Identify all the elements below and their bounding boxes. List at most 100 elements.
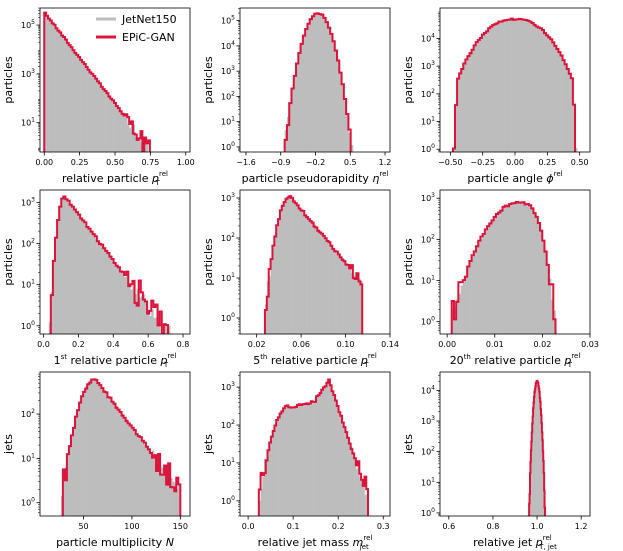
p4-xtick-label: 0.0 (37, 340, 50, 349)
p3-bar (558, 52, 561, 152)
p7-bar (141, 440, 145, 516)
p2-bar (284, 130, 288, 152)
p5-bar (343, 261, 346, 334)
p8-bar (312, 402, 315, 516)
p4-bar (115, 265, 119, 334)
p9-bar (533, 401, 535, 516)
p6-bar (540, 231, 543, 334)
p2-bar (350, 145, 354, 152)
p3-bar (539, 29, 543, 152)
p6-bar (480, 238, 483, 334)
panel-p1: 0.00 0.25 0.50 0.75 1.00 101 103 105 particles re… (2, 7, 195, 187)
p9-bar (530, 451, 532, 516)
p8-bar (277, 417, 280, 516)
p8-bar (359, 477, 362, 516)
p9-bar (537, 380, 538, 516)
p7-reference-bars (60, 377, 181, 516)
p1-bar (66, 42, 70, 152)
p8-bar (262, 476, 265, 516)
p1-bar (117, 108, 121, 152)
p9-bar (531, 441, 533, 516)
p8-bar (265, 459, 268, 516)
p6-bar (511, 203, 514, 334)
p7-bar (64, 467, 68, 516)
p1-bar (81, 62, 85, 152)
p3-bar (459, 72, 462, 152)
p2-bar (327, 27, 331, 152)
p2-bar (332, 41, 336, 152)
p7-frame (39, 371, 191, 517)
p1-reference-bars (44, 12, 149, 152)
p4-xtick-label: 0.2 (72, 340, 85, 349)
p1-bar (78, 56, 81, 152)
legend: JetNet150 EPiC-GAN (96, 13, 177, 44)
p4-bar (136, 289, 140, 334)
p9-xtick-label: 0.8 (487, 522, 500, 531)
p8-bar (335, 401, 338, 516)
p5-bar (332, 248, 335, 334)
p3-bar (525, 20, 528, 152)
p6-xtick-label: 0.03 (581, 340, 599, 349)
p7-bar (151, 450, 155, 516)
p6-bar (484, 230, 488, 334)
p2-bar (307, 22, 311, 152)
p5-bar (356, 273, 359, 334)
p6-bar (460, 285, 464, 334)
p1-bar (76, 53, 79, 152)
p1-bar (114, 103, 117, 152)
p7-bar (137, 435, 141, 516)
p7-bar (164, 467, 167, 516)
p1-model-step (43, 11, 151, 152)
p8-ytick-label: 101 (221, 457, 235, 468)
p7-bar (85, 386, 88, 516)
p4-ylabel: particles (2, 238, 15, 285)
p8-bar (270, 435, 274, 516)
p7-bar (81, 396, 84, 516)
p5-bar (272, 247, 275, 334)
p4-bar (57, 219, 60, 334)
p8-bar (293, 405, 296, 516)
p1-bar (80, 58, 83, 152)
p2-bar (289, 102, 292, 152)
p4-frame (39, 189, 191, 335)
p2-bar (300, 44, 304, 152)
p1-bar (146, 142, 149, 152)
p7-bar (111, 401, 114, 516)
p7-xlabel: particle multiplicity N (56, 536, 174, 549)
p3-bar (452, 147, 456, 152)
p6-bar (491, 219, 494, 334)
p4-ytick-label: 100 (21, 320, 35, 331)
p6-bar (537, 223, 541, 334)
p5-bar (330, 244, 333, 334)
p5-bar (302, 212, 305, 334)
p8-bar (338, 411, 341, 516)
p3-bar (575, 148, 578, 152)
p5-bar (328, 243, 331, 334)
p9-xtick-label: 1.0 (531, 522, 544, 531)
p8-bar (317, 394, 320, 516)
p3-bar (498, 21, 501, 152)
p5-ytick-label: 101 (221, 272, 235, 283)
p5-bar (347, 264, 350, 334)
p9-bar (537, 383, 539, 516)
p8-bar (333, 395, 336, 516)
p6-frame (439, 189, 591, 335)
legend-label-reference: JetNet150 (121, 13, 177, 26)
p5-bar (319, 231, 322, 334)
p5-bar (358, 279, 361, 334)
p7-bar (133, 429, 137, 516)
p8-bar (260, 488, 263, 516)
p8-ytick-label: 102 (221, 419, 235, 430)
p9-ytick-label: 102 (421, 446, 435, 457)
p9-bar (541, 423, 543, 516)
p6-bar (506, 205, 510, 334)
p3-bar (566, 68, 570, 152)
p1-xlabel: relative particle prel T (62, 170, 168, 187)
p6-bar (487, 226, 490, 334)
p3-bar (486, 30, 489, 152)
p1-bar (85, 67, 88, 152)
panel-p8: 0.0 0.1 0.2 0.3 100 101 102 103 jets relative jet… (202, 371, 391, 551)
p9-xtick-label: 0.6 (442, 522, 455, 531)
p5-xtick-label: 0.02 (248, 340, 266, 349)
p5-bar (317, 231, 320, 334)
